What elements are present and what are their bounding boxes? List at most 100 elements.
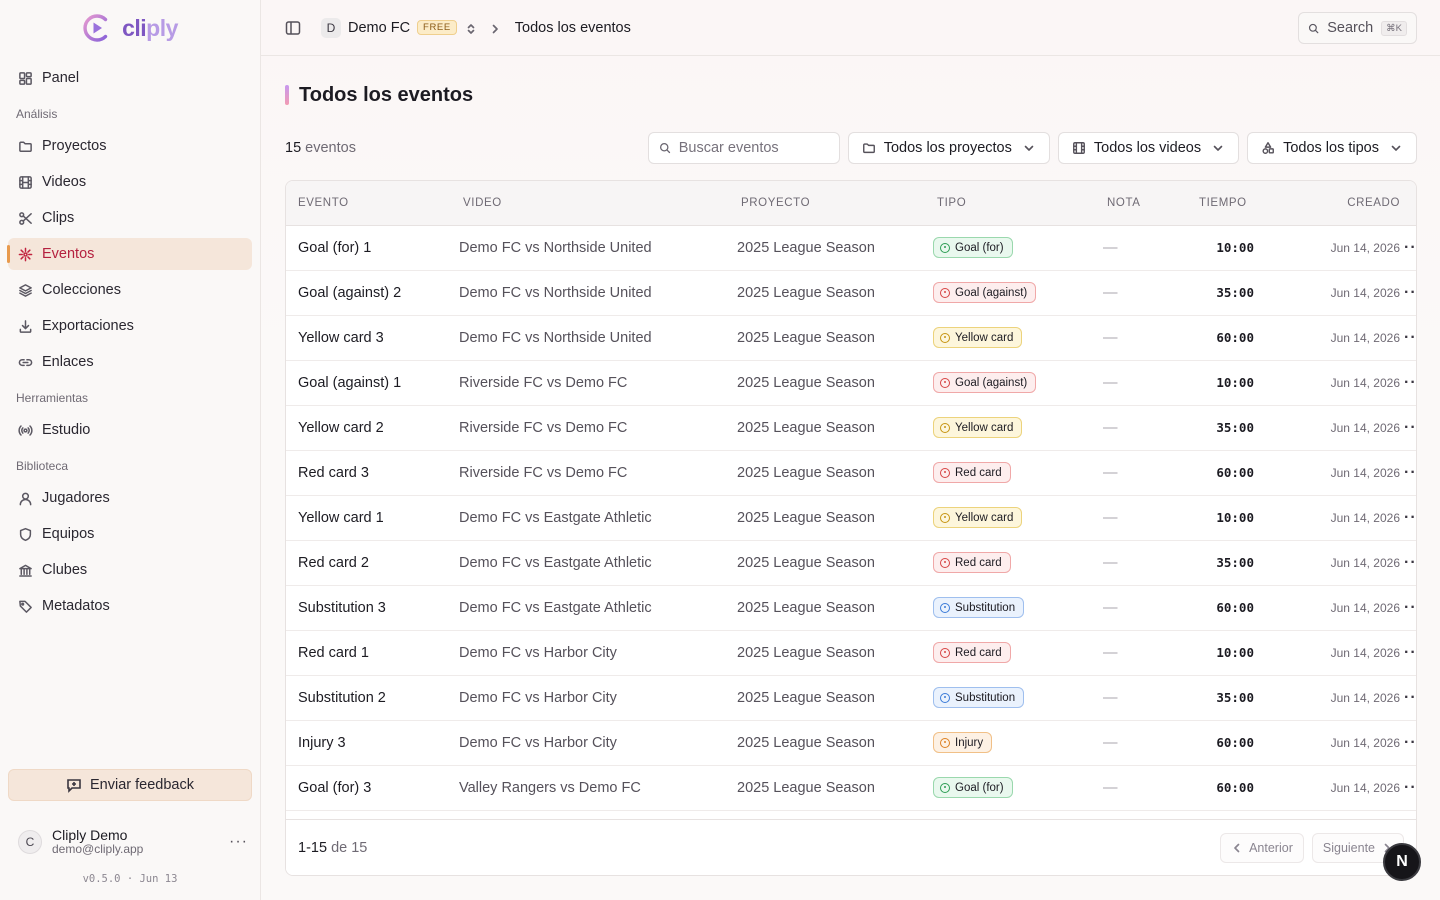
event-video[interactable]: Demo FC vs Harbor City bbox=[447, 630, 721, 676]
event-name[interactable]: Substitution 3 bbox=[286, 585, 447, 631]
sidebar-item-estudio[interactable]: Estudio bbox=[8, 414, 252, 446]
event-video[interactable]: Demo FC vs Harbor City bbox=[447, 720, 721, 766]
table-row[interactable]: Yellow card 2 Riverside FC vs Demo FC 2025… bbox=[286, 405, 1416, 451]
row-actions-button[interactable]: ··· bbox=[1404, 360, 1416, 406]
row-actions-button[interactable]: ··· bbox=[1404, 315, 1416, 361]
sidebar-item-eventos[interactable]: Eventos bbox=[7, 238, 252, 270]
event-video[interactable]: Demo FC vs Northside United bbox=[447, 315, 721, 361]
event-name[interactable]: Yellow card 1 bbox=[286, 495, 447, 541]
column-header-proyecto[interactable]: PROYECTO bbox=[721, 181, 919, 226]
sidebar-item-label: Enlaces bbox=[42, 354, 94, 370]
row-actions-button[interactable]: ··· bbox=[1404, 630, 1416, 676]
table-row[interactable]: Red card 1 Demo FC vs Harbor City 2025 Lea… bbox=[286, 630, 1416, 676]
table-row[interactable]: Goal (against) 1 Riverside FC vs Demo FC 2… bbox=[286, 360, 1416, 406]
chevron-down-icon bbox=[1213, 145, 1223, 151]
sidebar-item-videos[interactable]: Videos bbox=[8, 166, 252, 198]
event-name[interactable]: Yellow card 2 bbox=[286, 405, 447, 451]
event-created: Jun 14, 2026 bbox=[1284, 630, 1404, 676]
event-video[interactable]: Demo FC vs Eastgate Athletic bbox=[447, 495, 721, 541]
table-row[interactable]: Substitution 3 Demo FC vs Eastgate Athlet… bbox=[286, 585, 1416, 631]
global-search-button[interactable]: Search ⌘K bbox=[1298, 12, 1417, 44]
table-row[interactable]: Goal (for) 3 Valley Rangers vs Demo FC 202… bbox=[286, 765, 1416, 811]
sidebar-item-colecciones[interactable]: Colecciones bbox=[8, 274, 252, 306]
search-input[interactable] bbox=[678, 140, 829, 156]
sidebar-item-jugadores[interactable]: Jugadores bbox=[8, 482, 252, 514]
row-actions-button[interactable]: ··· bbox=[1404, 720, 1416, 766]
event-name[interactable]: Yellow card 3 bbox=[286, 315, 447, 361]
event-created: Jun 14, 2026 bbox=[1284, 225, 1404, 271]
video-filter-select[interactable]: Todos los videos bbox=[1057, 132, 1240, 164]
table-row[interactable]: Red card 2 Demo FC vs Eastgate Athletic 20… bbox=[286, 540, 1416, 586]
column-header-tiempo[interactable]: TIEMPO bbox=[1179, 181, 1284, 226]
sidebar-toggle-button[interactable] bbox=[285, 20, 301, 36]
row-actions-button[interactable]: ··· bbox=[1404, 270, 1416, 316]
row-actions-button[interactable]: ··· bbox=[1404, 405, 1416, 451]
event-name[interactable]: Goal (against) 1 bbox=[286, 360, 447, 406]
event-video[interactable]: Riverside FC vs Demo FC bbox=[447, 360, 721, 406]
event-time: 60:00 bbox=[1179, 720, 1284, 766]
folder-icon bbox=[19, 141, 32, 152]
column-header-nota[interactable]: NOTA bbox=[1091, 181, 1179, 226]
org-name[interactable]: Demo FC bbox=[348, 19, 411, 36]
row-actions-button[interactable]: ··· bbox=[1404, 450, 1416, 496]
sidebar-item-clips[interactable]: Clips bbox=[8, 202, 252, 234]
brand-logo[interactable]: cliply bbox=[0, 0, 260, 56]
table-row[interactable]: Substitution 2 Demo FC vs Harbor City 2025… bbox=[286, 675, 1416, 721]
event-name[interactable]: Goal (for) 1 bbox=[286, 225, 447, 271]
event-video[interactable]: Riverside FC vs Demo FC bbox=[447, 405, 721, 451]
column-header-video[interactable]: VIDEO bbox=[447, 181, 721, 226]
event-name[interactable]: Red card 2 bbox=[286, 540, 447, 586]
event-video[interactable]: Demo FC vs Eastgate Athletic bbox=[447, 585, 721, 631]
event-video[interactable]: Demo FC vs Northside United bbox=[447, 270, 721, 316]
sidebar-item-enlaces[interactable]: Enlaces bbox=[8, 346, 252, 378]
film-icon bbox=[1072, 142, 1085, 154]
event-name[interactable]: Goal (against) 2 bbox=[286, 270, 447, 316]
sidebar-item-metadatos[interactable]: Metadatos bbox=[8, 590, 252, 622]
sidebar-item-equipos[interactable]: Equipos bbox=[8, 518, 252, 550]
search-events-field[interactable] bbox=[647, 132, 840, 164]
column-header-evento[interactable]: EVENTO bbox=[286, 181, 447, 226]
table-row[interactable]: Injury 3 Demo FC vs Harbor City 2025 Leagu… bbox=[286, 720, 1416, 766]
table-row[interactable]: Yellow card 3 Demo FC vs Northside United… bbox=[286, 315, 1416, 361]
type-filter-select[interactable]: Todos los tipos bbox=[1247, 132, 1417, 164]
row-actions-button[interactable]: ··· bbox=[1404, 495, 1416, 541]
event-type-badge: Goal (against) bbox=[933, 372, 1037, 393]
user-menu[interactable]: C Cliply Demo demo@cliply.app ··· bbox=[18, 826, 248, 858]
project-filter-select[interactable]: Todos los proyectos bbox=[847, 132, 1050, 164]
sidebar-item-exportaciones[interactable]: Exportaciones bbox=[8, 310, 252, 342]
column-header-creado[interactable]: CREADO bbox=[1284, 181, 1404, 226]
search-icon bbox=[659, 143, 670, 154]
chevron-left-icon bbox=[1234, 843, 1240, 852]
table-row[interactable]: Yellow card 1 Demo FC vs Eastgate Athleti… bbox=[286, 495, 1416, 541]
previous-page-button[interactable]: Anterior bbox=[1220, 832, 1304, 863]
column-header-tipo[interactable]: TIPO bbox=[919, 181, 1091, 226]
event-name[interactable]: Red card 1 bbox=[286, 630, 447, 676]
event-name[interactable]: Red card 3 bbox=[286, 450, 447, 496]
table-row[interactable]: Red card 3 Riverside FC vs Demo FC 2025 Le… bbox=[286, 450, 1416, 496]
event-time: 35:00 bbox=[1179, 270, 1284, 316]
org-avatar[interactable]: D bbox=[321, 17, 341, 38]
sidebar-item-clubes[interactable]: Clubes bbox=[8, 554, 252, 586]
table-row[interactable]: Goal (for) 1 Demo FC vs Northside United 2… bbox=[286, 225, 1416, 271]
row-actions-button[interactable]: ··· bbox=[1404, 675, 1416, 721]
event-name[interactable]: Injury 3 bbox=[286, 720, 447, 766]
event-video[interactable]: Valley Rangers vs Demo FC bbox=[447, 765, 721, 811]
row-actions-button[interactable]: ··· bbox=[1404, 540, 1416, 586]
event-name[interactable]: Substitution 2 bbox=[286, 675, 447, 721]
row-actions-button[interactable]: ··· bbox=[1404, 765, 1416, 811]
event-video[interactable]: Demo FC vs Harbor City bbox=[447, 675, 721, 721]
sidebar-item-panel[interactable]: Panel bbox=[8, 62, 252, 94]
event-name[interactable]: Goal (for) 3 bbox=[286, 765, 447, 811]
table-row[interactable]: Goal (against) 2 Demo FC vs Northside Uni… bbox=[286, 270, 1416, 316]
event-video[interactable]: Riverside FC vs Demo FC bbox=[447, 450, 721, 496]
event-video[interactable]: Demo FC vs Northside United bbox=[447, 225, 721, 271]
dev-tools-button[interactable]: N bbox=[1383, 843, 1421, 881]
send-feedback-button[interactable]: Enviar feedback bbox=[8, 769, 252, 801]
more-icon[interactable]: ··· bbox=[229, 833, 248, 850]
org-switcher-button[interactable] bbox=[465, 22, 477, 34]
row-actions-button[interactable]: ··· bbox=[1404, 585, 1416, 631]
sidebar-item-proyectos[interactable]: Proyectos bbox=[8, 130, 252, 162]
event-video[interactable]: Demo FC vs Eastgate Athletic bbox=[447, 540, 721, 586]
event-type-badge: Red card bbox=[933, 462, 1011, 483]
row-actions-button[interactable]: ··· bbox=[1404, 225, 1416, 271]
